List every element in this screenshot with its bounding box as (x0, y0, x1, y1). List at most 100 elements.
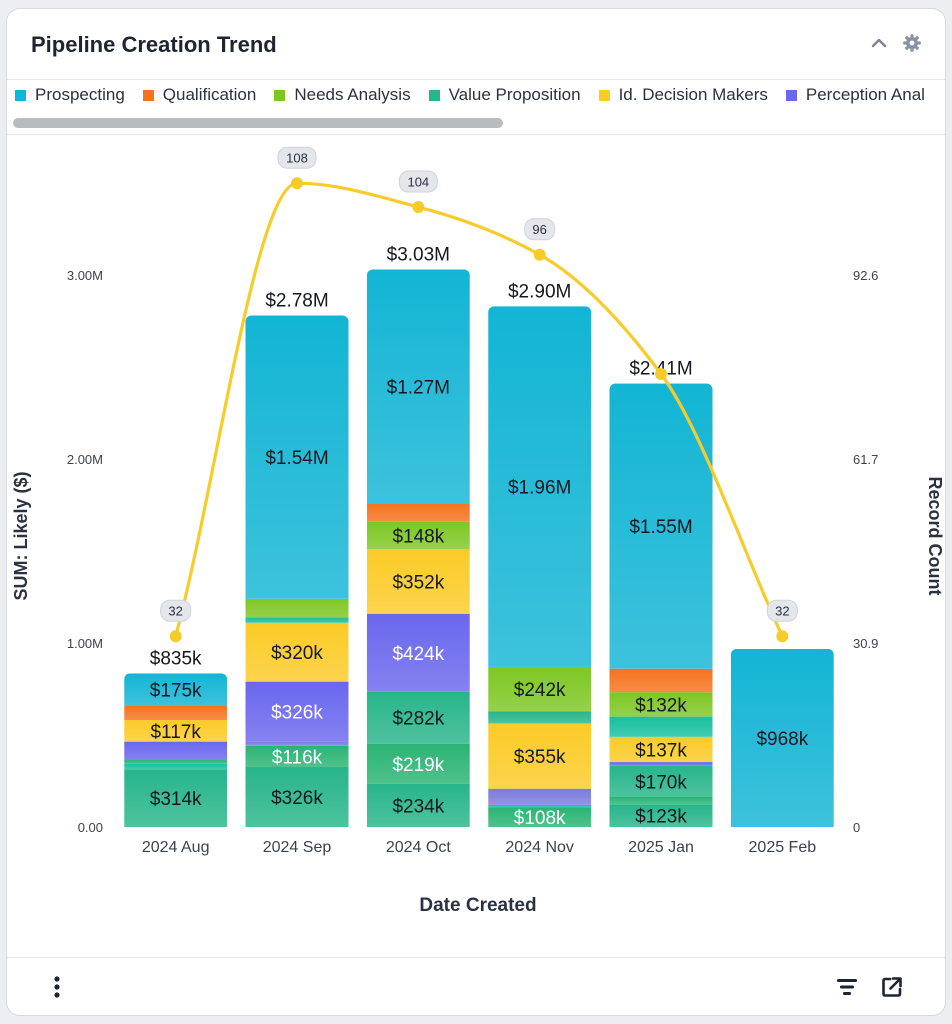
legend-label: Prospecting (35, 85, 125, 104)
x-tick-label: 2025 Feb (749, 839, 817, 856)
y-tick-label: 1.00M (67, 636, 103, 651)
dashboard-card: Pipeline Creation Trend (6, 8, 946, 1016)
bar-segment[interactable] (124, 720, 228, 742)
record-count-label: 96 (532, 222, 546, 237)
bar-segment[interactable] (366, 691, 470, 744)
open-external-button[interactable] (877, 972, 907, 1002)
legend-label: Qualification (162, 85, 257, 104)
legend-label: Perception Anal (805, 85, 925, 104)
bar-segment[interactable] (366, 783, 470, 827)
bar-segment[interactable] (488, 723, 592, 789)
legend-item[interactable]: Id. Decision Makers (598, 85, 768, 105)
bar-segment[interactable] (245, 617, 349, 623)
bar-stack[interactable] (488, 306, 592, 827)
bar-segment[interactable] (245, 745, 349, 768)
bar-stack[interactable] (366, 269, 470, 827)
x-tick-label: 2024 Sep (263, 839, 332, 856)
bar-segment[interactable] (730, 648, 834, 827)
record-count-badge (277, 146, 317, 169)
record-count-badge (524, 218, 556, 241)
bar-segment[interactable] (245, 622, 349, 682)
record-count-point (776, 630, 789, 643)
bar-segment[interactable] (609, 692, 713, 717)
record-count-point (169, 630, 182, 643)
more-options-button[interactable] (42, 972, 72, 1002)
record-count-point (291, 177, 303, 190)
bar-stack[interactable] (609, 383, 713, 827)
bar-segment[interactable] (245, 315, 349, 599)
chevron-up-icon (871, 38, 887, 48)
bar-segment-label: $117k (150, 722, 201, 743)
bar-segment-label: $137k (635, 740, 687, 761)
bar-segment[interactable] (609, 797, 713, 805)
legend-swatch (15, 89, 26, 101)
bar-segment[interactable] (488, 666, 592, 712)
bar-segment[interactable] (245, 681, 349, 742)
legend-item[interactable]: Prospecting (15, 85, 125, 105)
record-count-point (655, 367, 667, 380)
bar-segment[interactable] (488, 804, 592, 808)
bar-segment[interactable] (366, 521, 470, 549)
filter-button[interactable] (832, 972, 862, 1002)
bar-segment[interactable] (366, 548, 470, 614)
bar-stack[interactable] (245, 315, 349, 827)
bar-segment[interactable] (245, 741, 349, 746)
bar-segment-label: $424k (392, 644, 444, 665)
filter-lines-icon (837, 979, 857, 995)
bar-segment[interactable] (124, 760, 228, 764)
bar-segment[interactable] (124, 769, 228, 827)
bar-segment[interactable] (609, 668, 713, 693)
bar-segment[interactable] (609, 765, 713, 798)
bar-segment[interactable] (245, 767, 349, 827)
legend-swatch (598, 89, 610, 101)
bar-segment[interactable] (488, 788, 592, 805)
bar-segment[interactable] (488, 711, 592, 724)
card-header: Pipeline Creation Trend (7, 9, 945, 79)
bar-segment[interactable] (124, 741, 228, 761)
bar-segment[interactable] (366, 503, 470, 522)
legend-item[interactable]: Value Proposition (428, 85, 581, 105)
bar-segment[interactable] (488, 807, 592, 827)
bar-stack[interactable] (730, 648, 834, 827)
y2-axis-title: Record Count (925, 477, 945, 596)
bar-segment[interactable] (366, 613, 470, 692)
settings-button[interactable] (900, 31, 924, 55)
bar-segment-label: $355k (514, 747, 566, 768)
collapse-button[interactable] (867, 31, 891, 55)
card-footer (7, 957, 945, 1015)
bar-stack[interactable] (124, 673, 228, 827)
bar-segment[interactable] (609, 804, 713, 827)
bar-segment[interactable] (609, 762, 713, 766)
bar-segment[interactable] (609, 716, 713, 737)
bar-segment-label: $170k (635, 772, 687, 793)
bar-segment-label: $1.55M (629, 517, 692, 538)
legend-item[interactable]: Perception Anal (785, 85, 925, 105)
x-tick-label: 2024 Aug (142, 839, 210, 856)
bar-segment[interactable] (124, 763, 228, 770)
legend-scrollbar[interactable] (11, 118, 939, 128)
record-count-label: 32 (168, 604, 182, 619)
record-count-badge (398, 170, 438, 193)
bar-segment-label: $108k (514, 808, 566, 829)
bar-segment[interactable] (366, 269, 470, 504)
more-vertical-icon (54, 976, 60, 998)
bar-segment[interactable] (245, 598, 349, 618)
bar-segment[interactable] (488, 306, 592, 667)
bar-segment[interactable] (366, 743, 470, 784)
legend-scroll-thumb[interactable] (13, 118, 503, 128)
legend-item[interactable]: Qualification (142, 85, 257, 105)
bar-baseline-mask (365, 827, 471, 837)
bar-segment-label: $1.54M (265, 448, 328, 469)
legend-item[interactable]: Needs Analysis (274, 85, 411, 105)
y2-tick-label: 61.7 (853, 452, 878, 467)
bar-segment[interactable] (609, 736, 713, 763)
bar-total-label: $2.90M (508, 281, 571, 302)
bar-segment-label: $219k (392, 755, 444, 776)
bar-segment-label: $234k (392, 796, 444, 817)
record-count-label: 32 (775, 604, 789, 619)
bar-segment[interactable] (124, 705, 228, 721)
x-tick-label: 2024 Nov (505, 839, 574, 856)
bar-segment-label: $242k (514, 680, 566, 701)
legend-label: Value Proposition (448, 85, 581, 104)
bar-segment[interactable] (124, 673, 228, 706)
